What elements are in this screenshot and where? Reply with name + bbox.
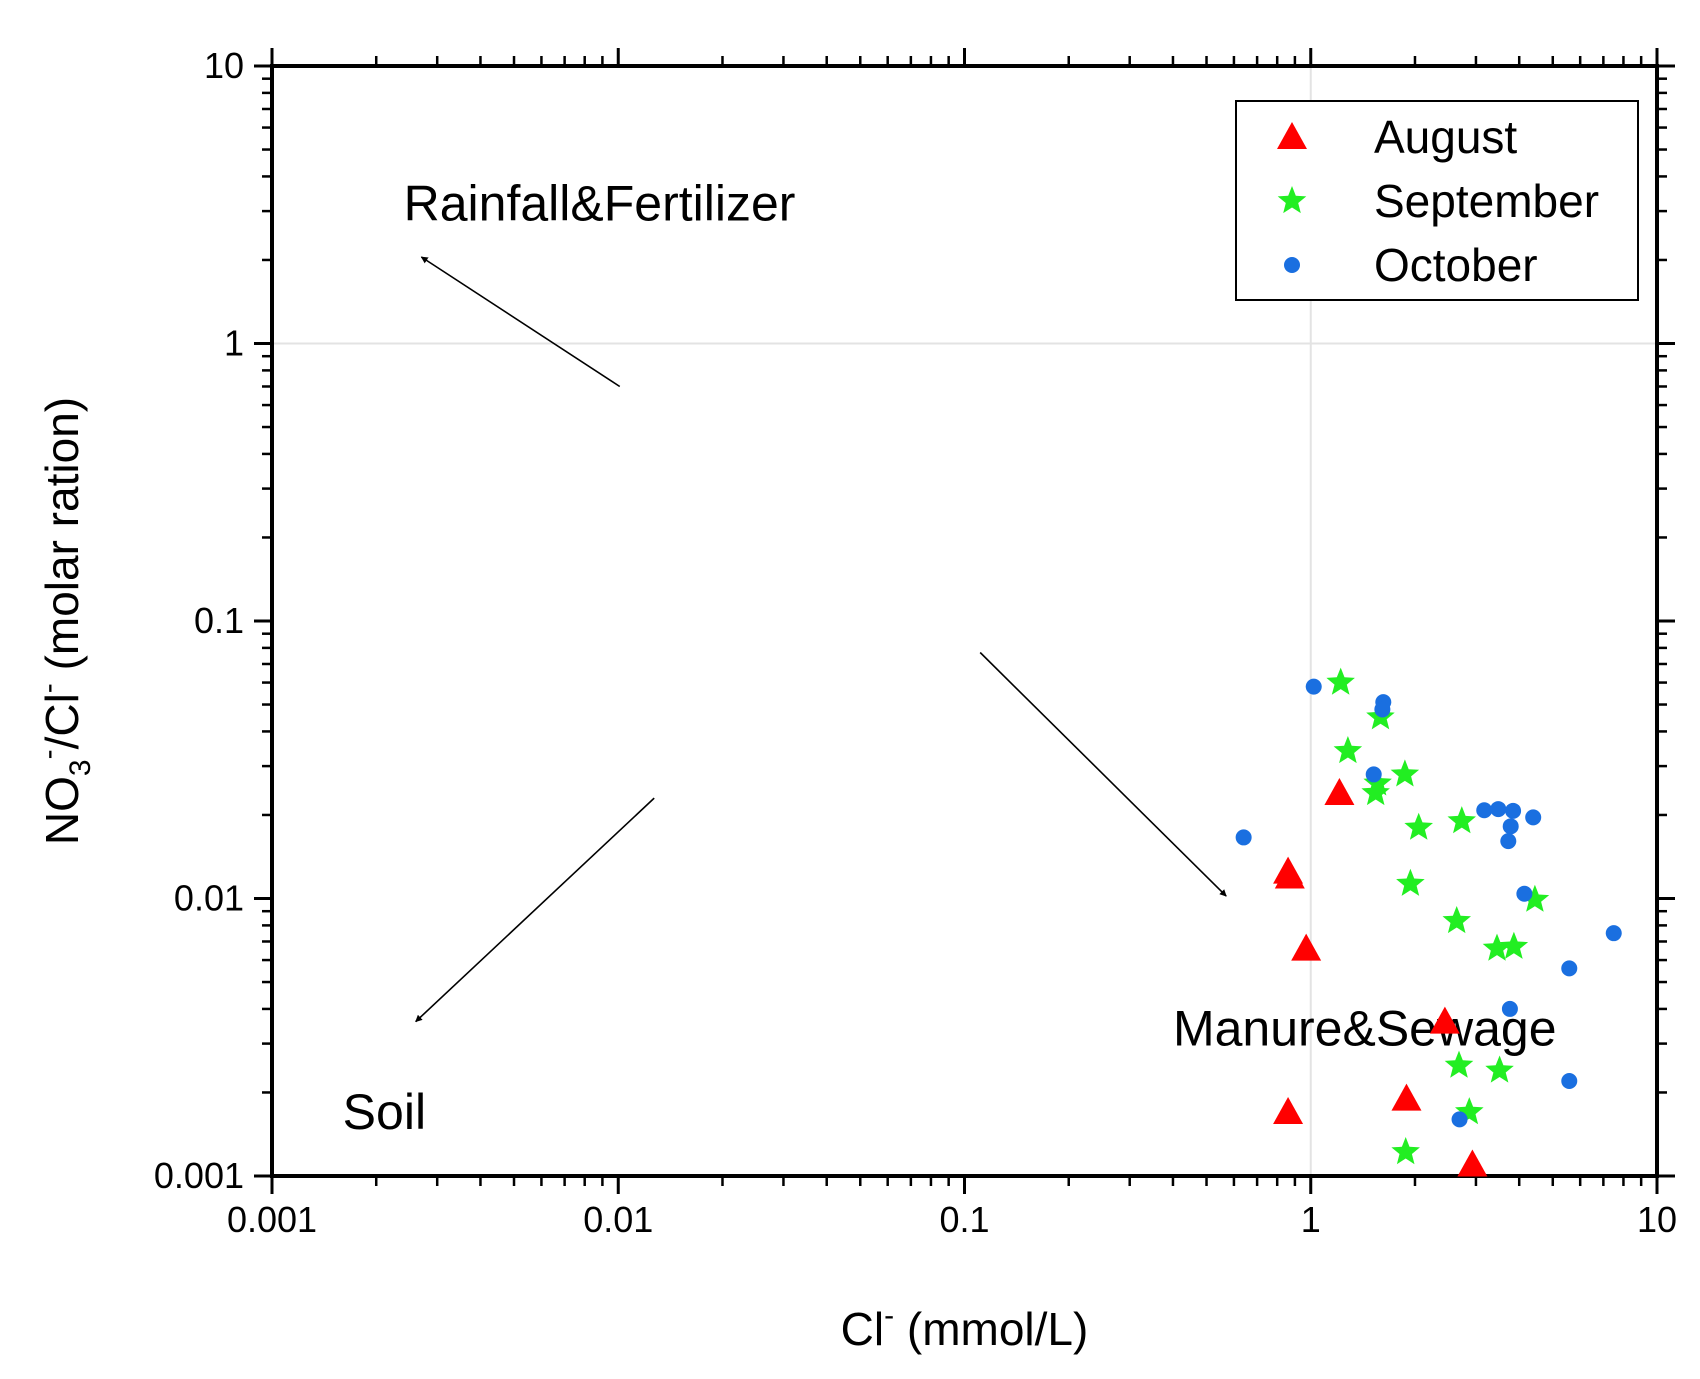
- september-point: [1444, 1050, 1474, 1078]
- august-point: [1274, 861, 1305, 889]
- september-point: [1361, 778, 1390, 806]
- x-title-main: Cl: [841, 1303, 884, 1355]
- annotation-label: Rainfall&Fertilizer: [404, 175, 796, 231]
- september-point: [1363, 768, 1392, 796]
- august-point: [1273, 1097, 1304, 1125]
- legend-label-september: September: [1374, 175, 1599, 227]
- october-point: [1502, 818, 1519, 835]
- october-point: [1235, 829, 1252, 846]
- september-point: [1396, 868, 1425, 896]
- x-axis-title: Cl- (mmol/L): [841, 1299, 1089, 1355]
- september-point: [1333, 736, 1363, 764]
- major-ticks: [254, 48, 1675, 1194]
- october-point: [1605, 925, 1622, 942]
- y-tick-labels: 0.001 0.01 0.1 1 10: [154, 45, 244, 1196]
- september-point: [1485, 1055, 1514, 1083]
- x-tick-label: 0.001: [227, 1199, 317, 1240]
- october-point: [1374, 701, 1391, 718]
- y-title-sup1: -: [32, 749, 65, 759]
- legend: August September October: [1235, 100, 1639, 301]
- legend-marker-october: [1284, 257, 1300, 273]
- y-tick-label: 0.01: [174, 878, 244, 919]
- october-point: [1490, 801, 1507, 818]
- september-point: [1447, 806, 1476, 834]
- y-tick-label: 10: [204, 45, 244, 86]
- x-tick-labels: 0.001 0.01 0.1 1 10: [227, 1199, 1677, 1240]
- october-point: [1516, 885, 1533, 902]
- legend-label-august: August: [1374, 111, 1517, 163]
- y-title-mid: /Cl: [36, 693, 88, 749]
- x-tick-label: 1: [1301, 1199, 1321, 1240]
- y-tick-label: 0.001: [154, 1155, 244, 1196]
- x-title-sup: -: [884, 1299, 894, 1332]
- october-point: [1365, 766, 1382, 783]
- x-tick-label: 0.01: [583, 1199, 653, 1240]
- annotation-arrow: [415, 797, 655, 1023]
- legend-marker-september: [1277, 186, 1307, 214]
- plot-frame: [270, 64, 1659, 1178]
- y-title-main: NO: [36, 776, 88, 845]
- annotation-label: Soil: [343, 1084, 426, 1140]
- y-title-sup2: -: [32, 683, 65, 693]
- arrows: [415, 256, 1227, 1023]
- y-title-sub: 3: [64, 759, 97, 776]
- august-point: [1391, 1083, 1422, 1111]
- y-tick-label: 0.1: [194, 600, 244, 641]
- october-point: [1525, 809, 1542, 826]
- october-point: [1561, 1072, 1578, 1089]
- october-point: [1305, 678, 1322, 695]
- september-point: [1499, 931, 1529, 959]
- september-point: [1442, 906, 1471, 934]
- september-point: [1390, 759, 1420, 787]
- annotation-label: Manure&Sewage: [1173, 1001, 1557, 1057]
- october-point: [1500, 833, 1517, 850]
- annotation-arrow: [420, 256, 621, 388]
- september-point: [1404, 812, 1433, 840]
- august-point: [1457, 1149, 1488, 1177]
- october-point: [1451, 1111, 1468, 1128]
- september-point: [1455, 1097, 1484, 1125]
- august-point: [1324, 777, 1355, 805]
- y-title-rest: (molar ration): [36, 397, 88, 683]
- legend-box: [1235, 100, 1639, 301]
- september-point: [1391, 1137, 1420, 1165]
- y-axis-title: NO3-/Cl- (molar ration): [32, 397, 97, 845]
- legend-label-october: October: [1374, 239, 1538, 291]
- september-point: [1482, 933, 1512, 961]
- october-point: [1501, 1000, 1518, 1017]
- august-point: [1291, 933, 1322, 961]
- october-point: [1561, 960, 1578, 977]
- annotation-arrow: [979, 651, 1227, 897]
- september-point: [1326, 667, 1355, 695]
- x-tick-label: 10: [1637, 1199, 1677, 1240]
- august-point: [1429, 1006, 1460, 1034]
- y-tick-label: 1: [224, 323, 244, 364]
- legend-marker-august: [1277, 122, 1307, 149]
- data-points: [1235, 667, 1622, 1177]
- annotations: Rainfall&Fertilizer Manure&Sewage Soil: [343, 175, 1557, 1140]
- x-title-rest: (mmol/L): [894, 1303, 1088, 1355]
- october-point: [1505, 802, 1522, 819]
- september-point: [1520, 884, 1550, 912]
- x-tick-label: 0.1: [939, 1199, 989, 1240]
- october-point: [1476, 802, 1493, 819]
